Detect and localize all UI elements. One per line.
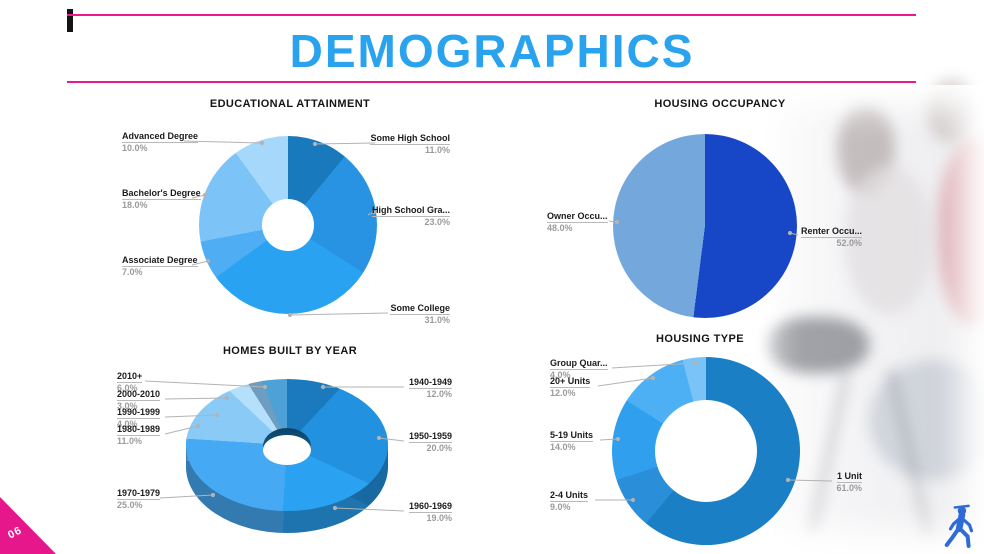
chart-title: HOUSING TYPE — [656, 333, 744, 345]
slice-label-advanced-degree: Advanced Degree 10.0% — [122, 131, 199, 153]
slice-label-1990-1999: 1990-1999 4.0% — [117, 407, 161, 429]
header-tick-mark — [67, 9, 73, 32]
chart-title: HOMES BUILT BY YEAR — [222, 345, 358, 357]
slice-label-1970-1979: 1970-1979 25.0% — [117, 488, 161, 510]
chart-housing-type: HOUSING TYPE Group Quar... 4.0% 20+ Units… — [520, 325, 940, 554]
chart-title: HOUSING OCCUPANCY — [654, 98, 786, 110]
photo-man-head — [927, 79, 975, 143]
slice-label-1960-1969: 1960-1969 19.0% — [408, 501, 452, 523]
donut-hole-floor — [263, 435, 311, 465]
page-title: DEMOGRAPHICS — [289, 25, 695, 77]
header-rule-bottom — [67, 81, 916, 83]
slice-label-5-19-units: 5-19 Units 14.0% — [550, 430, 594, 452]
slice-label-renter-occupied: Renter Occu... 52.0% — [800, 226, 862, 248]
slice-label-2010-plus: 2010+ 6.0% — [117, 371, 143, 393]
slice-label-group-quarters: Group Quar... 4.0% — [550, 358, 608, 380]
slice-label-some-high-school: Some High School 11.0% — [370, 133, 450, 155]
slice-label-bachelors-degree: Bachelor's Degree 18.0% — [122, 188, 201, 210]
page-number: 06 — [6, 524, 25, 542]
housing-type-donut — [612, 357, 800, 545]
slice-label-1940-1949: 1940-1949 12.0% — [408, 377, 452, 399]
chart-homes-built-by-year: HOMES BUILT BY YEAR 2010+ 6.0% 2000-2010 3… — [100, 330, 480, 554]
donut-hole — [655, 400, 757, 502]
donut-hole — [262, 199, 314, 251]
header-rule-top — [67, 14, 916, 16]
slice-label-1980-1989: 1980-1989 11.0% — [117, 424, 161, 446]
slice-label-2-4-units: 2-4 Units 9.0% — [550, 490, 589, 512]
walking-person-logo — [944, 504, 974, 548]
photo-jeans — [869, 360, 984, 480]
slice-label-20-plus-units: 20+ Units 12.0% — [550, 376, 591, 398]
chart-educational-attainment: EDUCATIONAL ATTAINMENT Advanced Degree 10… — [100, 95, 480, 330]
housing-occupancy-pie — [613, 134, 797, 318]
slice-label-2000-2010: 2000-2010 3.0% — [117, 389, 161, 411]
chart-housing-occupancy: HOUSING OCCUPANCY Owner Occu... 48.0% Ren… — [520, 95, 920, 330]
educational-attainment-donut — [199, 136, 377, 314]
page-number-triangle: 06 — [0, 497, 56, 554]
homes-built-3d-donut — [186, 379, 388, 533]
slice-label-associate-degree: Associate Degree 7.0% — [122, 255, 198, 277]
slice-label-1950-1959: 1950-1959 20.0% — [408, 431, 452, 453]
photo-bowl — [765, 317, 869, 373]
photo-white-top — [844, 165, 934, 315]
chart-title: EDUCATIONAL ATTAINMENT — [209, 98, 371, 110]
slice-label-some-college: Some College 31.0% — [390, 303, 450, 325]
slice-label-1-unit: 1 Unit 61.0% — [836, 471, 862, 493]
slice-label-high-school-graduate: High School Gra... 23.0% — [371, 205, 450, 227]
slice-label-owner-occupied: Owner Occu... 48.0% — [547, 211, 608, 233]
